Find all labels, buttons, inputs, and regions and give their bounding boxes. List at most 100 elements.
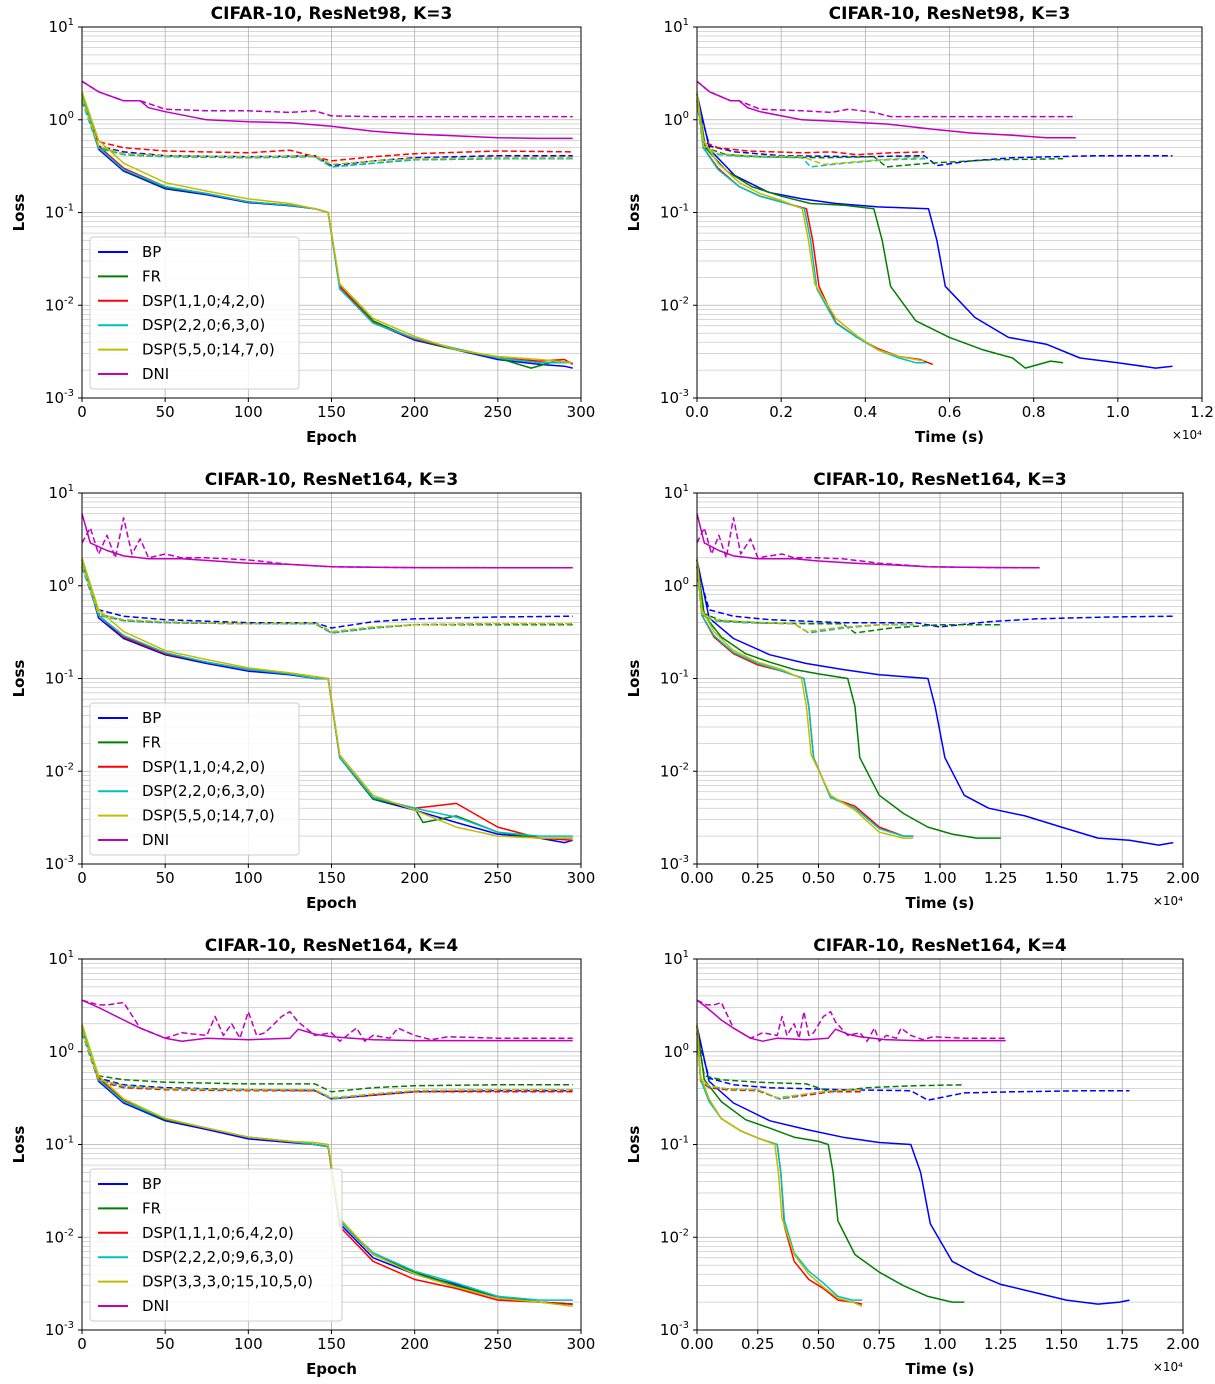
y-tick-label: 100 — [664, 110, 689, 129]
series-line-train — [696, 1025, 965, 1303]
y-tick-label: 10-3 — [45, 854, 74, 873]
x-tick-label: 150 — [317, 403, 346, 421]
y-tick-label: 10-3 — [660, 1320, 689, 1339]
legend-entry: DSP(3,3,3,0;15,10,5,0) — [142, 1273, 313, 1291]
y-axis-label: Loss — [10, 194, 28, 232]
series-line-train — [696, 557, 914, 839]
legend-entry: DNI — [142, 831, 169, 849]
y-tick-exponent: -2 — [679, 761, 689, 772]
x-tick-label: 250 — [484, 869, 513, 887]
y-tick-label: 101 — [49, 949, 74, 968]
x-tick-label: 0.75 — [863, 1335, 896, 1353]
series-group — [81, 513, 573, 844]
x-tick-label: 1.25 — [984, 1335, 1017, 1353]
series-line-test — [696, 1032, 965, 1093]
y-tick-base: 10 — [45, 296, 64, 314]
x-axis-label: Epoch — [306, 1360, 357, 1378]
series-line-test — [696, 566, 1001, 634]
y-tick-exponent: 1 — [68, 483, 74, 494]
series-line-train — [696, 91, 925, 362]
x-axis-label: Time (s) — [915, 428, 984, 446]
x-tick-label: 100 — [234, 403, 263, 421]
x-axis-label: Epoch — [306, 428, 357, 446]
y-tick-base: 10 — [664, 1043, 683, 1061]
y-tick-label: 101 — [49, 17, 74, 36]
y-tick-exponent: -1 — [679, 203, 689, 214]
y-axis-label: Loss — [10, 1126, 28, 1164]
y-tick-base: 10 — [660, 1321, 679, 1339]
y-tick-exponent: 1 — [683, 949, 689, 960]
chart-title: CIFAR-10, ResNet164, K=4 — [205, 936, 459, 956]
chart-title: CIFAR-10, ResNet164, K=3 — [813, 470, 1067, 490]
y-tick-base: 10 — [49, 1043, 68, 1061]
x-tick-label: 1.25 — [984, 869, 1017, 887]
y-tick-exponent: -3 — [64, 388, 74, 399]
series-line-train — [81, 557, 573, 839]
series-line-train — [696, 1025, 863, 1301]
series-line-train — [81, 1025, 573, 1301]
series-line-train — [81, 1023, 573, 1308]
x-tick-label: 0 — [77, 403, 87, 421]
y-tick-exponent: -1 — [64, 669, 74, 680]
x-tick-label: 50 — [156, 403, 175, 421]
x-tick-label: 0.0 — [685, 403, 709, 421]
legend-entry: FR — [142, 1199, 161, 1217]
x-axis-label: Epoch — [306, 894, 357, 912]
y-tick-label: 10-2 — [45, 1227, 74, 1246]
y-tick-base: 10 — [45, 762, 64, 780]
x-axis-multiplier: ×10⁴ — [1153, 1360, 1183, 1374]
series-line-test — [696, 1030, 863, 1099]
y-tick-label: 10-2 — [45, 761, 74, 780]
legend-box — [89, 1168, 343, 1322]
x-tick-label: 0 — [77, 1335, 87, 1353]
y-tick-label: 10-1 — [45, 203, 74, 222]
x-tick-label: 0 — [77, 869, 87, 887]
series-group — [81, 999, 573, 1308]
series-line-test — [81, 100, 573, 168]
y-tick-label: 100 — [49, 576, 74, 595]
x-tick-label: 200 — [400, 403, 429, 421]
x-tick-label: 0.6 — [938, 403, 962, 421]
y-tick-base: 10 — [660, 1136, 679, 1154]
y-axis-label: Loss — [10, 660, 28, 698]
series-line-test — [81, 1030, 573, 1099]
y-tick-exponent: 1 — [68, 17, 74, 28]
y-tick-exponent: 1 — [683, 17, 689, 28]
y-tick-label: 101 — [49, 483, 74, 502]
y-tick-label: 100 — [49, 1042, 74, 1061]
legend-entry: DSP(5,5,0;14,7,0) — [142, 807, 275, 825]
legend-entry: BP — [142, 243, 161, 261]
series-line-test — [696, 98, 925, 166]
y-tick-base: 10 — [49, 484, 68, 502]
x-tick-label: 0.25 — [741, 869, 774, 887]
y-tick-exponent: -3 — [64, 1320, 74, 1331]
y-tick-exponent: -2 — [64, 1227, 74, 1238]
y-tick-label: 10-1 — [660, 1135, 689, 1154]
legend: BP FR DSP(1,1,1,0;6,4,2,0) DSP(2,2,2,0;9,6,… — [89, 1168, 343, 1322]
series-line-test — [696, 566, 1174, 628]
legend-entry: DSP(2,2,0;6,3,0) — [142, 316, 265, 334]
chart-title: CIFAR-10, ResNet164, K=3 — [205, 470, 459, 490]
series-line-test — [81, 80, 573, 118]
y-tick-label: 10-3 — [660, 388, 689, 407]
y-tick-exponent: -1 — [64, 203, 74, 214]
x-axis-label: Time (s) — [905, 894, 974, 912]
y-tick-label: 10-3 — [45, 388, 74, 407]
series-line-train — [696, 93, 933, 366]
chart-panel-4: 0.00 0.25 0.50 0.75 1.00 1.25 1.50 1.75 2.0010-3… — [625, 470, 1200, 912]
x-tick-label: 0.00 — [680, 1335, 713, 1353]
y-tick-base: 10 — [660, 762, 679, 780]
y-tick-base: 10 — [660, 389, 679, 407]
y-tick-base: 10 — [664, 111, 683, 129]
x-tick-label: 1.50 — [1045, 1335, 1078, 1353]
y-axis-label: Loss — [625, 1126, 643, 1164]
legend-entry: DSP(1,1,0;4,2,0) — [142, 758, 265, 776]
y-tick-label: 10-2 — [45, 295, 74, 314]
y-tick-base: 10 — [660, 296, 679, 314]
y-tick-label: 10-2 — [660, 1227, 689, 1246]
y-tick-base: 10 — [664, 577, 683, 595]
x-axis-multiplier: ×10⁴ — [1172, 428, 1202, 442]
